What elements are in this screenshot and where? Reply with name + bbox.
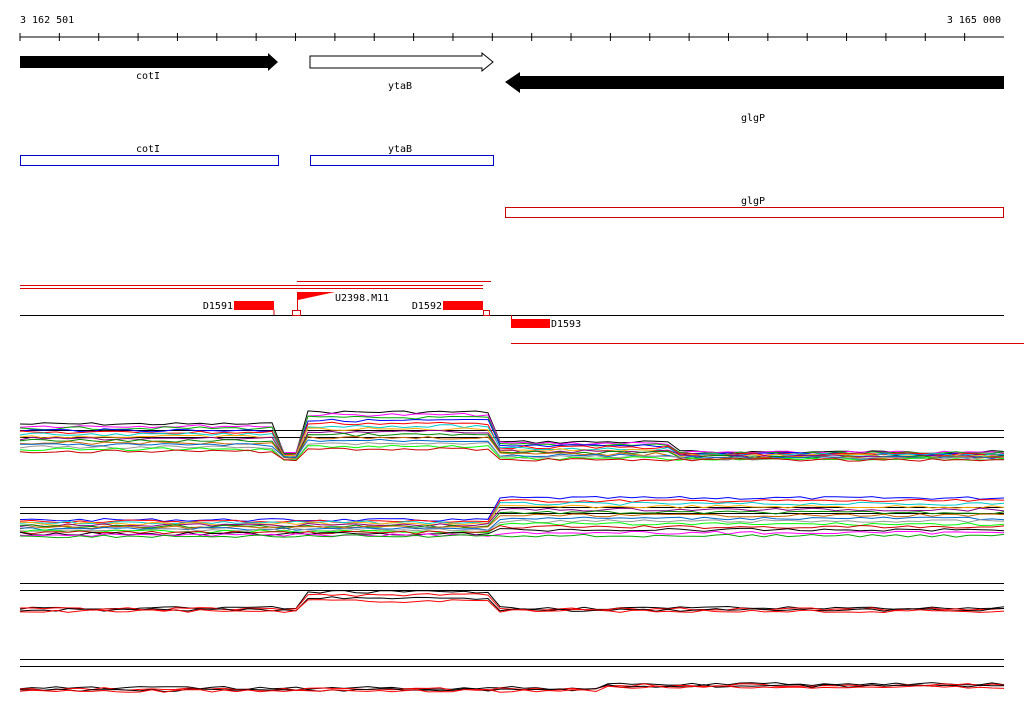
- gene-label: ytaB: [388, 81, 412, 92]
- signal-trace: [19, 527, 1005, 536]
- signal-trace: [19, 530, 1005, 537]
- signal-trace: [19, 685, 1005, 693]
- feature-label: U2398.M11: [335, 293, 389, 304]
- gene-arrow: [20, 53, 278, 71]
- signal-tracks: [19, 410, 1005, 693]
- signal-trace: [19, 510, 1005, 529]
- signal-trace: [19, 504, 1005, 526]
- track-frames: [20, 430, 1004, 667]
- signal-trace: [19, 438, 1005, 460]
- gene-arrow: [505, 72, 1004, 93]
- signal-trace: [19, 513, 1005, 530]
- flag: [298, 292, 335, 300]
- signal-trace: [19, 596, 1005, 612]
- feature-tick: [483, 310, 490, 316]
- signal-trace: [19, 682, 1005, 690]
- signal-trace: [19, 410, 1005, 454]
- signal-trace: [19, 430, 1005, 459]
- ruler-start: 3 162 501: [20, 15, 74, 26]
- signal-trace: [19, 415, 1005, 455]
- feature-box: [511, 319, 550, 328]
- cds-box: [20, 155, 279, 166]
- gene-arrow: [309, 51, 494, 73]
- feature-box: [234, 301, 274, 310]
- ruler-end: 3 165 000: [947, 15, 1001, 26]
- signal-trace: [19, 599, 1005, 614]
- signal-trace: [19, 524, 1005, 535]
- feature-label: D1593: [551, 319, 581, 330]
- gene-label: cotI: [136, 71, 160, 82]
- cds-box: [505, 207, 1004, 218]
- signal-trace: [19, 442, 1005, 461]
- cds-box: [310, 155, 494, 166]
- cds-label: cotI: [136, 144, 160, 155]
- signal-trace: [19, 533, 1005, 539]
- feature-box: [443, 301, 483, 310]
- signal-trace: [19, 519, 1005, 532]
- signal-trace: [19, 501, 1005, 525]
- feature-tick: [292, 310, 301, 316]
- cds-label: glgP: [741, 196, 765, 207]
- signal-trace: [19, 495, 1005, 523]
- ruler: 3 162 501 3 165 000: [19, 15, 1004, 41]
- cds-label: ytaB: [388, 144, 412, 155]
- feature-label: D1592: [412, 301, 442, 312]
- signal-trace: [19, 589, 1005, 611]
- signal-trace: [19, 507, 1005, 527]
- gene-label: glgP: [741, 113, 765, 124]
- feature-label: D1591: [203, 301, 233, 312]
- signal-trace: [19, 447, 1005, 462]
